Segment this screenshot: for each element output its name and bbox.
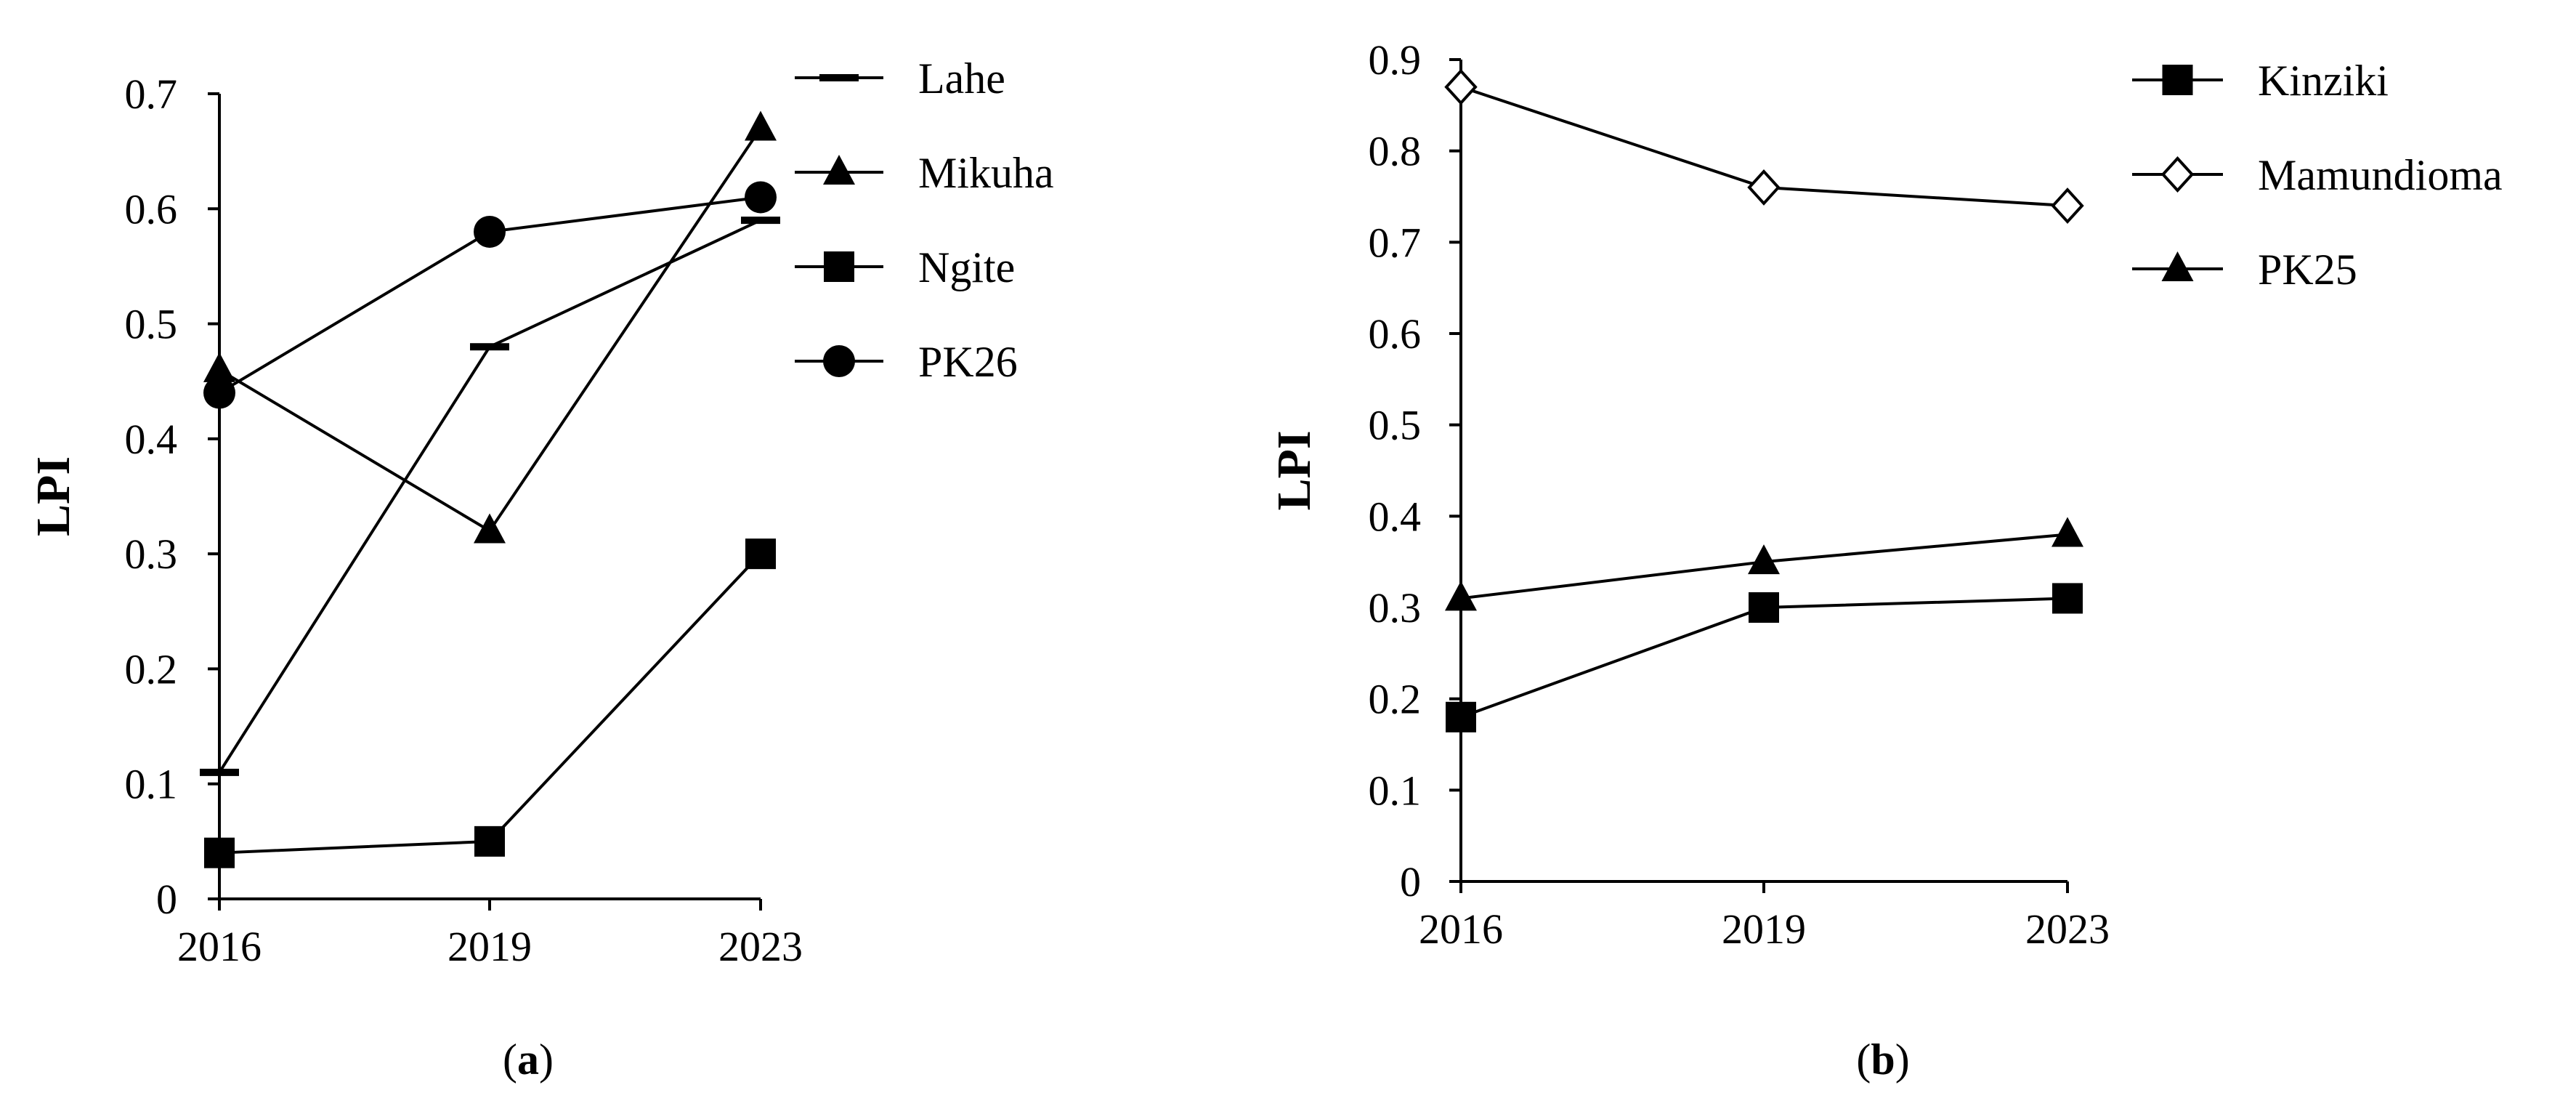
data-point-kinziki	[1749, 592, 1779, 623]
y-tick-label: 0.7	[125, 70, 178, 118]
legend-marker	[2160, 156, 2195, 193]
y-tick-label: 0	[156, 876, 177, 923]
x-tick-label: 2019	[447, 923, 532, 970]
data-point-lahe	[741, 217, 780, 225]
data-point-mikuha	[474, 513, 506, 544]
legend-marker	[824, 251, 854, 282]
series-line-ngite	[219, 552, 762, 855]
y-axis-title: LPI	[1268, 430, 1321, 510]
data-point-ngite	[474, 826, 505, 857]
y-tick-label: 0.4	[125, 416, 178, 463]
data-point-mamundioma	[1444, 68, 1478, 105]
legend-label: PK25	[2258, 246, 2357, 294]
data-point-lahe	[470, 343, 509, 351]
y-tick-label: 0	[1400, 858, 1421, 905]
y-tick-label: 0.2	[125, 645, 178, 693]
x-tick-label: 2023	[2025, 905, 2110, 953]
data-point-kinziki	[1446, 701, 1476, 732]
data-point-ngite	[204, 837, 235, 868]
data-point-lahe	[200, 768, 239, 776]
legend-label: PK26	[918, 338, 1018, 386]
y-tick-label: 0.3	[125, 530, 178, 578]
panel-b: 0 0.1 0.2 0.3 0.4 0.5 0.6 0.7 0.8 0.9 2016 2019 2023…	[1268, 36, 2502, 1083]
data-point-pk26	[474, 215, 506, 248]
y-tick-label: 0.6	[125, 185, 178, 233]
legend-marker	[823, 155, 855, 185]
y-tick-label: 0.1	[1369, 767, 1422, 814]
y-tick-label: 0.5	[125, 301, 178, 348]
legend-marker	[823, 345, 855, 377]
legend-marker	[2161, 251, 2194, 281]
data-point-pk26	[745, 181, 777, 214]
x-tick-label: 2023	[718, 923, 803, 970]
y-tick-label: 0.6	[1369, 310, 1422, 358]
legend-label: Lahe	[918, 55, 1005, 102]
legend-label: Kinziki	[2258, 57, 2389, 105]
data-point-pk25	[1445, 581, 1477, 611]
y-tick-label: 0.5	[1369, 402, 1422, 449]
y-tick-label: 0.2	[1369, 676, 1422, 723]
data-point-pk26	[203, 376, 235, 409]
legend-label: Mamundioma	[2258, 151, 2503, 199]
data-point-mikuha	[203, 352, 235, 382]
x-tick-label: 2019	[1722, 905, 1806, 953]
legend-marker	[819, 74, 859, 81]
data-point-kinziki	[2052, 583, 2083, 614]
x-tick-label: 2016	[177, 923, 262, 970]
legend-marker	[2162, 65, 2193, 95]
x-tick-label: 2016	[1419, 905, 1503, 953]
legend-label: Ngite	[918, 243, 1015, 291]
data-point-mamundioma	[1747, 169, 1781, 206]
panel-label: (a)	[503, 1036, 554, 1083]
series-line-lahe	[218, 219, 761, 773]
y-axis-title: LPI	[27, 456, 80, 536]
data-point-mamundioma	[2051, 187, 2084, 225]
y-tick-label: 0.9	[1369, 36, 1422, 84]
y-tick-label: 0.1	[125, 761, 178, 808]
y-tick-label: 0.8	[1369, 128, 1422, 175]
y-tick-label: 0.7	[1369, 219, 1422, 266]
data-point-mikuha	[745, 110, 777, 141]
legend-label: Mikuha	[918, 149, 1054, 197]
series-line-mikuha	[218, 127, 762, 533]
data-point-pk25	[2052, 517, 2083, 547]
data-point-pk25	[1748, 544, 1780, 575]
data-point-ngite	[745, 538, 776, 570]
y-tick-label: 0.3	[1369, 584, 1422, 631]
y-tick-label: 0.4	[1369, 493, 1422, 540]
panel-label: (b)	[1856, 1036, 1909, 1083]
panel-a: 0 0.1 0.2 0.3 0.4 0.5 0.6 0.7 2016 2019 2023 LPI Lah…	[27, 55, 1054, 1083]
